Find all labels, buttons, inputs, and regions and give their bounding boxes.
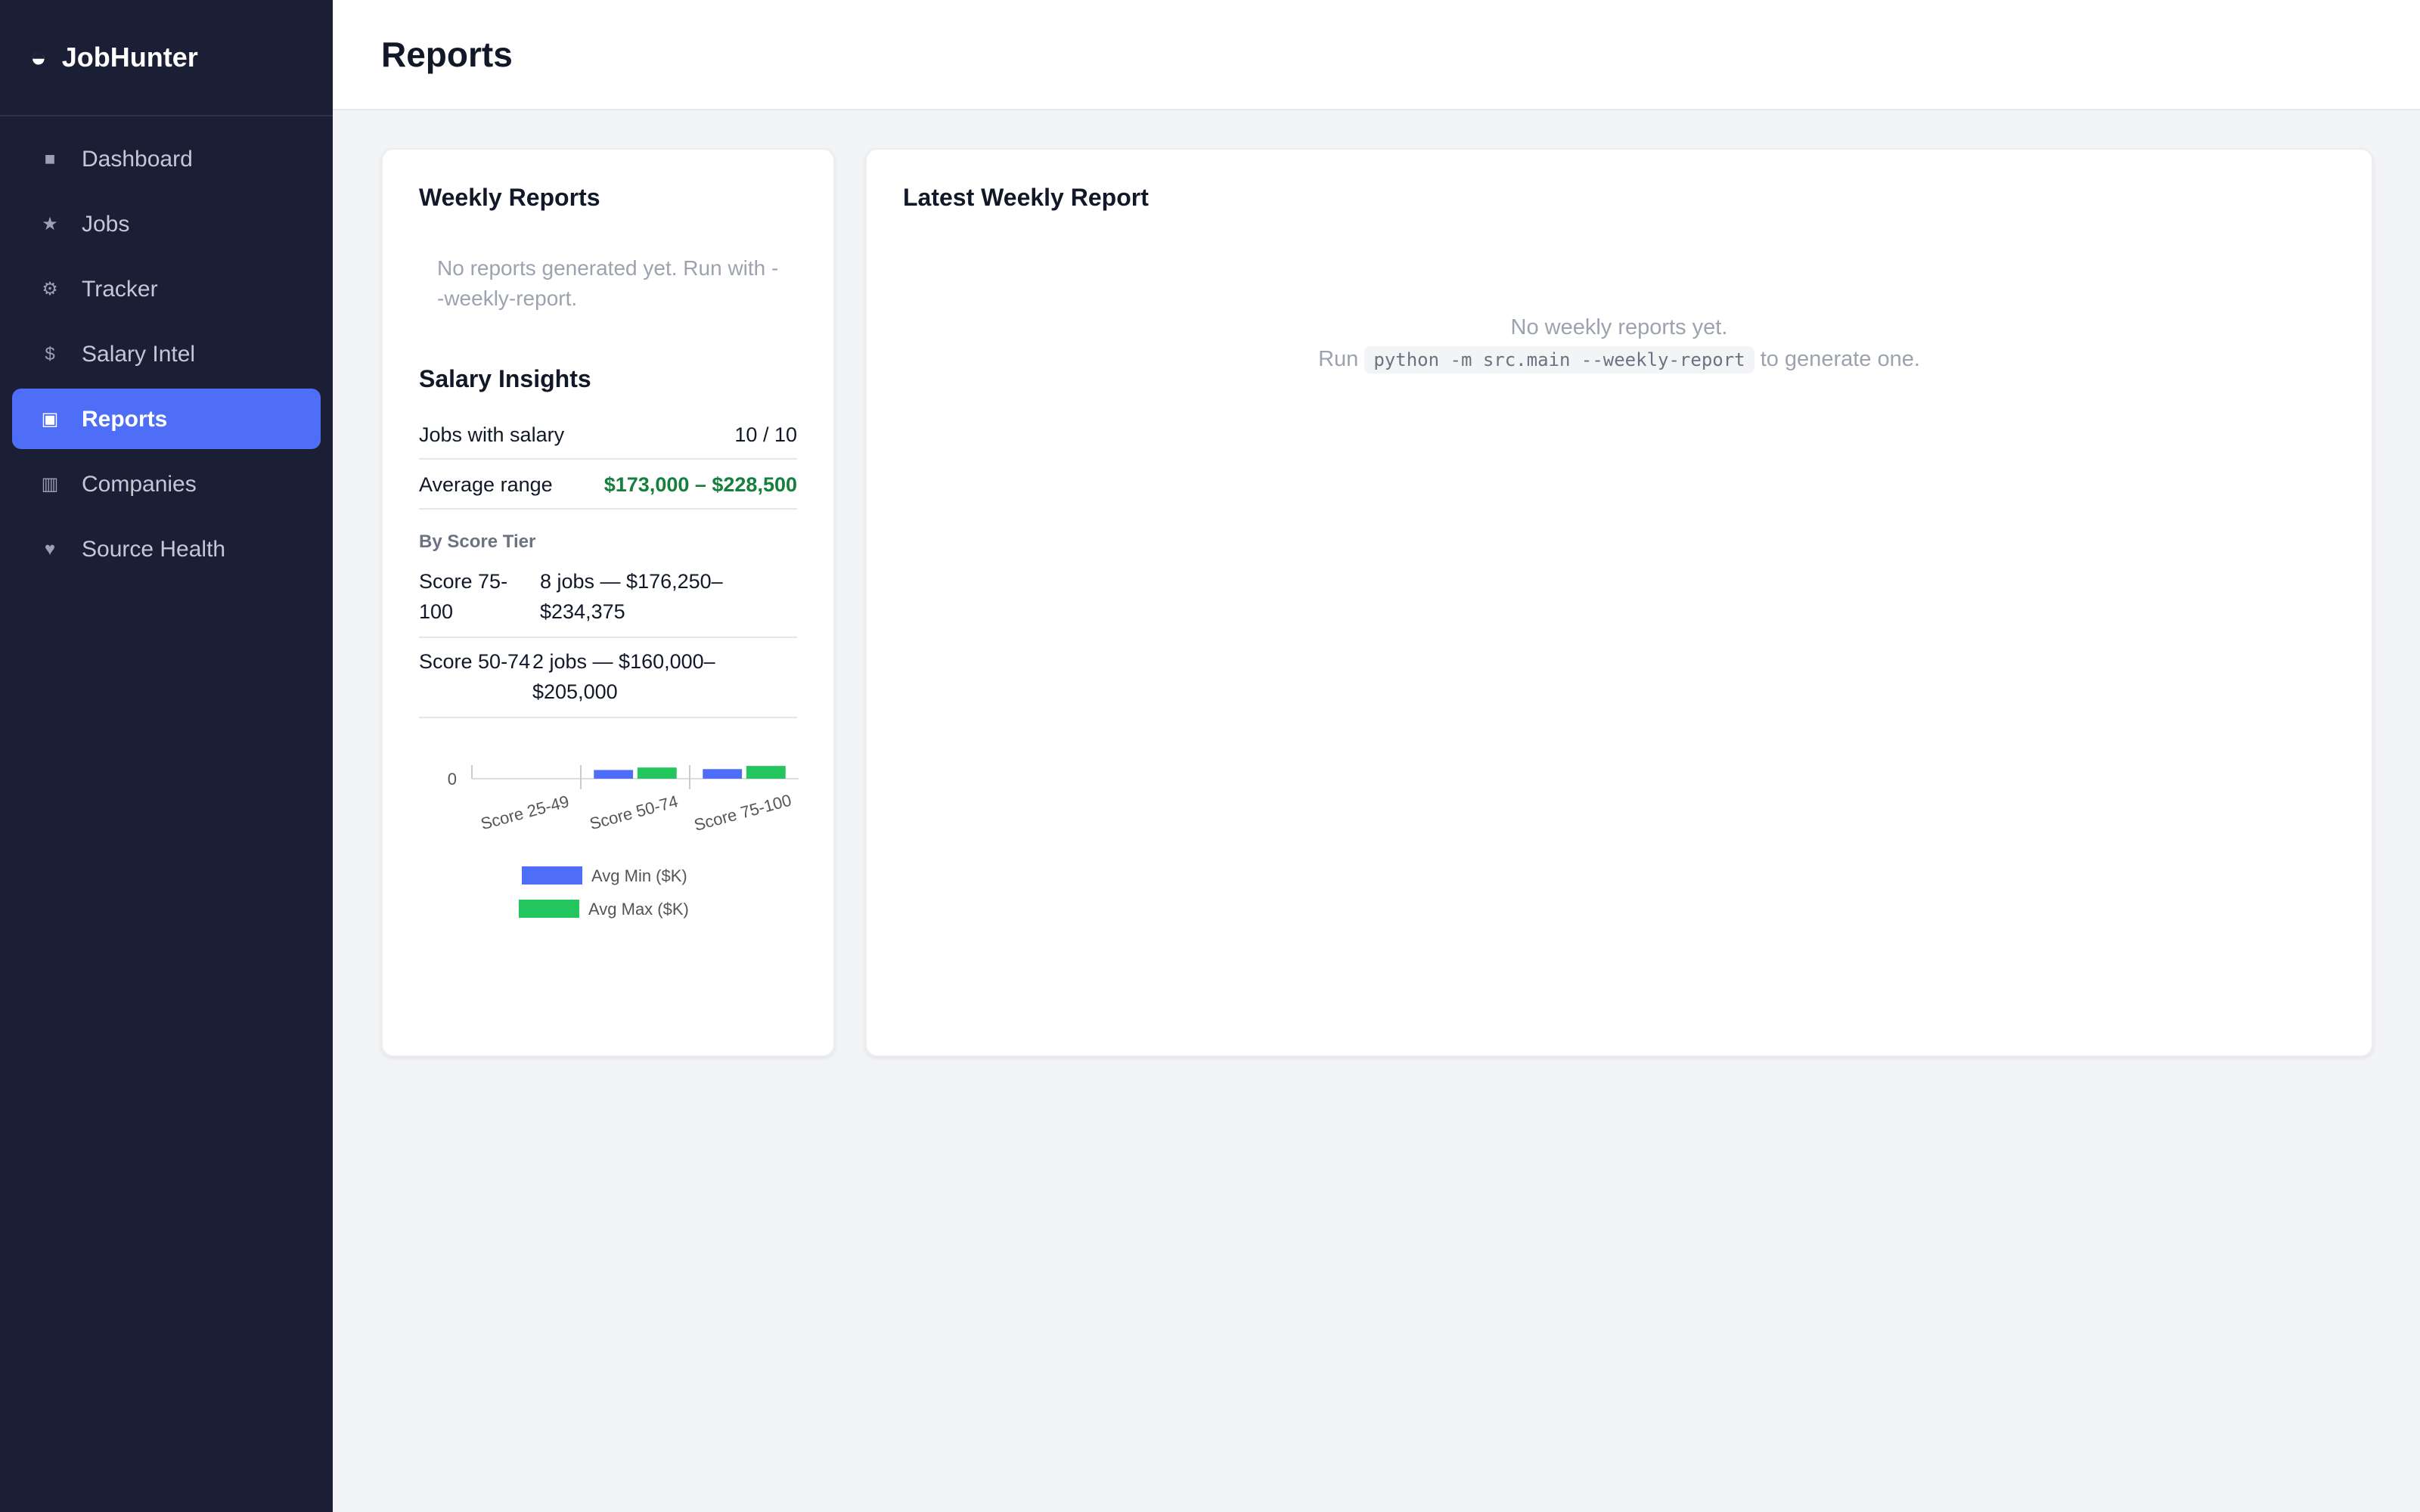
card-title: Salary Insights xyxy=(419,367,591,393)
nav-item[interactable]: ♥ Source Health xyxy=(12,519,321,579)
nav: ■ Dashboard ★ Jobs ⚙ Tracker $ Salary Intel … xyxy=(0,116,333,596)
tier-row: Score 50-74 2 jobs — $160,000–$205,000 xyxy=(419,647,797,718)
tier-value: 8 jobs — $176,250–$234,375 xyxy=(540,570,723,623)
bar xyxy=(703,769,743,779)
card: Weekly Reports No reports generated yet.… xyxy=(381,148,835,1057)
nav-label: Jobs xyxy=(82,211,130,237)
nav-item[interactable]: ▥ Companies xyxy=(12,454,321,514)
header: Reports xyxy=(333,0,2420,110)
tier-value: 2 jobs — $160,000–$205,000 xyxy=(532,650,715,703)
nav-icon: ★ xyxy=(42,213,58,234)
nav-item[interactable]: ⚙ Tracker xyxy=(12,259,321,319)
hint-text: Run xyxy=(1318,348,1359,372)
legend-swatch xyxy=(519,900,579,918)
x-tick-label: Score 50-74 xyxy=(588,792,680,833)
legend-label: Avg Min ($K) xyxy=(591,866,687,885)
nav-icon: ■ xyxy=(44,148,56,169)
stat-value: $173,000 – $228,500 xyxy=(603,472,797,495)
nav-label: Salary Intel xyxy=(82,341,196,367)
nav-label: Dashboard xyxy=(82,146,193,172)
sidebar: ◒ JobHunter ■ Dashboard ★ Jobs ⚙ Tracker $ S… xyxy=(0,0,333,1512)
nav-item[interactable]: ■ Dashboard xyxy=(12,129,321,189)
chart: 0 Score 25-49 Score 50-74 Score 75-100 Avg M… xyxy=(448,765,799,919)
y-tick-label: 0 xyxy=(448,770,457,789)
stat-row: Jobs with salary 10 / 10 xyxy=(419,410,797,460)
stat-value: 10 / 10 xyxy=(734,423,797,445)
tier-label: Score 75-100 xyxy=(419,570,508,623)
nav-icon: ⚙ xyxy=(42,278,58,299)
brand[interactable]: ◒ JobHunter xyxy=(0,0,333,116)
stat-row: Average range $173,000 – $228,500 xyxy=(419,460,797,510)
nav-icon: ♥ xyxy=(44,538,56,559)
logo-icon: ◒ xyxy=(30,42,47,72)
hint-text: to generate one. xyxy=(1760,348,1920,372)
legend-label: Avg Max ($K) xyxy=(588,900,689,919)
nav-label: Source Health xyxy=(82,536,226,562)
card: Latest Weekly Report No weekly reports y… xyxy=(865,148,2373,1057)
subtitle: By Score Tier xyxy=(419,531,536,552)
tier-label: Score 50-74 xyxy=(419,650,531,673)
nav-label: Companies xyxy=(82,471,197,497)
empty-text: No reports generated yet. Run with --wee… xyxy=(437,256,779,310)
stat-label: Average range xyxy=(419,472,553,495)
bar xyxy=(594,770,634,779)
nav-icon: ▥ xyxy=(41,473,59,494)
empty-hint: Run python -m src.main --weekly-report t… xyxy=(903,345,2335,376)
x-tick-label: Score 75-100 xyxy=(692,791,793,835)
card-title: Weekly Reports xyxy=(419,186,600,212)
empty-state: No weekly reports yet. Run python -m src… xyxy=(903,313,2335,376)
card-title: Latest Weekly Report xyxy=(903,186,1149,212)
command: python -m src.main --weekly-report xyxy=(1364,346,1754,373)
nav-item[interactable]: ▣ Reports xyxy=(12,389,321,449)
empty-text: No weekly reports yet. xyxy=(1510,316,1728,340)
nav-item[interactable]: ★ Jobs xyxy=(12,194,321,254)
bar xyxy=(746,766,786,779)
nav-icon: $ xyxy=(45,343,55,364)
brand-name: JobHunter xyxy=(61,42,198,72)
stat-label: Jobs with salary xyxy=(419,423,565,445)
nav-label: Reports xyxy=(82,406,168,432)
tier-row: Score 75-100 8 jobs — $176,250–$234,375 xyxy=(419,567,797,638)
nav-item[interactable]: $ Salary Intel xyxy=(12,324,321,384)
page-title: Reports xyxy=(381,34,513,73)
nav-icon: ▣ xyxy=(41,408,59,429)
x-tick-label: Score 25-49 xyxy=(479,792,571,833)
bar xyxy=(637,767,677,779)
nav-label: Tracker xyxy=(82,276,158,302)
legend-swatch xyxy=(522,866,582,885)
